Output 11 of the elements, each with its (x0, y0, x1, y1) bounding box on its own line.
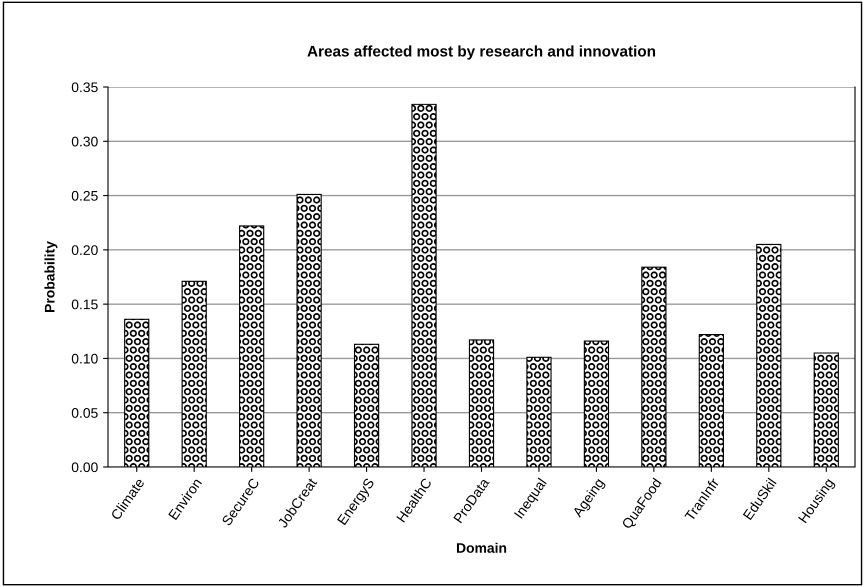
y-tick-label: 0.25 (72, 190, 98, 201)
x-axis-title: Domain (456, 542, 506, 553)
y-tick-label: 0.00 (72, 462, 98, 472)
y-tick-label: 0.30 (72, 136, 98, 146)
y-tick-label: 0.15 (72, 299, 98, 310)
y-tick-label: 0.20 (72, 245, 98, 256)
y-tick-label: 0.35 (72, 82, 98, 92)
y-tick-label: 0.10 (72, 354, 98, 364)
y-tick-label: 0.05 (72, 408, 98, 418)
chart-title: Areas affected most by research and innovation (307, 45, 656, 60)
y-axis-title: Probability (44, 241, 58, 312)
